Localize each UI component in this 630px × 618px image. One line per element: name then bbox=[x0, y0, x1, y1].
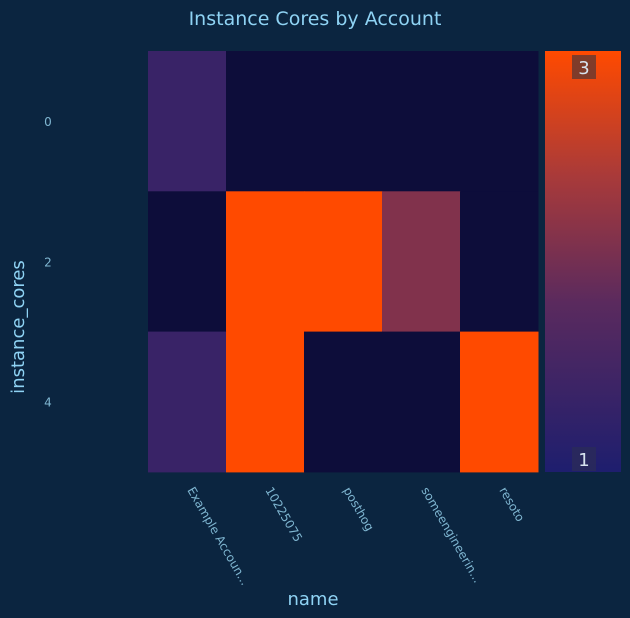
heatmap-cell bbox=[382, 331, 461, 473]
heatmap-cell bbox=[226, 331, 305, 473]
x-tick-labels: Example Accoun... 10225075 posthog someengi… bbox=[184, 485, 527, 588]
heatmap-cell bbox=[226, 51, 305, 192]
chart-title: Instance Cores by Account bbox=[188, 8, 442, 30]
y-tick-labels: 0 2 4 bbox=[44, 115, 52, 410]
x-tick-label: Example Accoun... bbox=[184, 485, 252, 588]
heatmap-cell bbox=[304, 331, 383, 473]
colorbar-min-label-bg bbox=[572, 447, 596, 471]
heatmap-cell bbox=[382, 51, 461, 192]
heatmap-cell bbox=[460, 191, 539, 333]
heatmap-cell bbox=[304, 191, 383, 333]
y-axis-title: instance_cores bbox=[8, 260, 29, 394]
x-tick-label: posthog bbox=[340, 485, 376, 534]
heatmap-cell bbox=[304, 51, 383, 192]
heatmap-cells bbox=[148, 51, 539, 473]
heatmap-cell bbox=[460, 51, 539, 192]
colorbar bbox=[545, 51, 621, 472]
x-tick-label: someengineerin... bbox=[418, 485, 484, 586]
x-tick-label: resoto bbox=[496, 485, 527, 525]
heatmap-cell bbox=[460, 331, 539, 473]
heatmap-cell bbox=[226, 191, 305, 333]
y-tick-label: 4 bbox=[44, 396, 52, 410]
colorbar-max-label-bg bbox=[572, 55, 596, 79]
colorbar-min-label: 1 bbox=[578, 450, 589, 471]
colorbar-max-label: 3 bbox=[578, 58, 589, 79]
x-tick-label: 10225075 bbox=[262, 485, 305, 545]
x-axis-title: name bbox=[287, 589, 338, 610]
y-tick-label: 2 bbox=[44, 255, 52, 269]
heatmap-cell bbox=[148, 51, 227, 192]
heatmap-cell bbox=[382, 191, 461, 333]
heatmap-cell bbox=[148, 331, 227, 473]
heatmap-cell bbox=[148, 191, 227, 333]
y-tick-label: 0 bbox=[44, 115, 52, 129]
